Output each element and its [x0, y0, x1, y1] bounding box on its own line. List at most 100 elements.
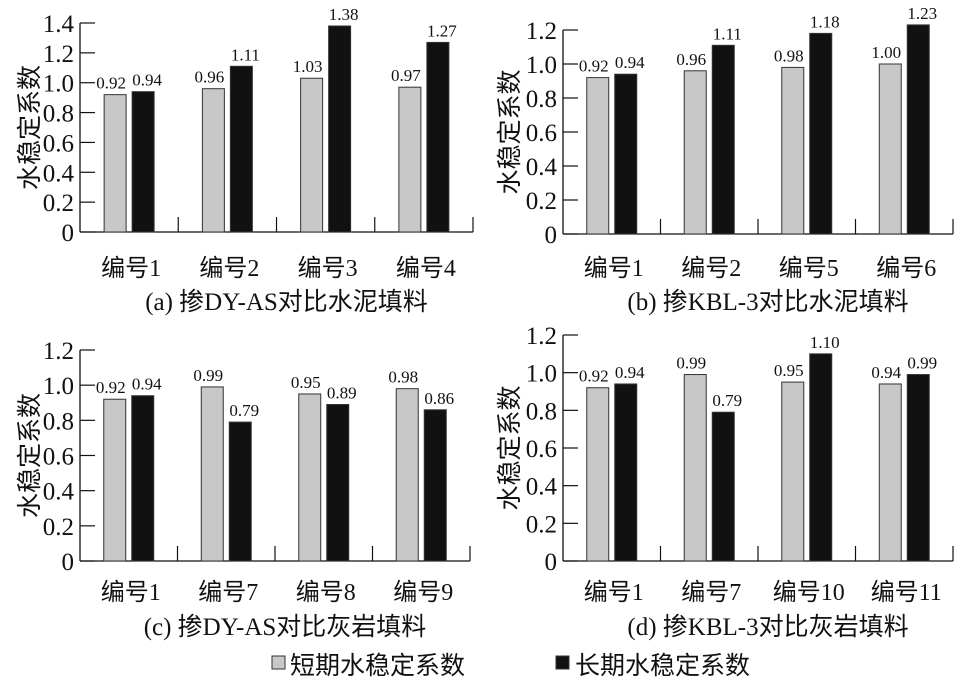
panel-caption: (c) 掺DY-AS对比灰岩填料: [144, 613, 427, 641]
data-label: 0.98: [388, 368, 418, 387]
data-label: 0.99: [676, 354, 706, 373]
bar-short-term: [586, 387, 610, 562]
bar-long-term: [423, 409, 447, 562]
y-tick-label: 0.6: [526, 436, 557, 463]
y-tick-label: 0.4: [526, 154, 558, 181]
x-category-label: 编号9: [393, 579, 453, 606]
panel-a: 0 0.2 0.4 0.60.8 1.0 1.2 1.4 编号1 0.92 0.94 编号2 0.96…: [16, 5, 474, 316]
x-category-label: 编号8: [296, 579, 356, 606]
y-tick-label: 0: [545, 549, 558, 576]
y-tick-label: 0: [62, 549, 75, 576]
data-label: 1.11: [231, 45, 260, 64]
bar-long-term: [131, 395, 155, 562]
data-label: 0.96: [195, 68, 225, 87]
data-label: 1.00: [871, 43, 901, 62]
data-label: 0.94: [615, 53, 645, 72]
data-label: 0.92: [96, 74, 126, 93]
y-tick-label: 0.8: [526, 86, 557, 113]
panel-caption: (d) 掺KBL-3对比灰岩填料: [627, 613, 908, 641]
data-label: 0.94: [132, 71, 162, 90]
panel-c: 0 0.2 0.4 0.6 0.8 1.0 1.2 编号1 0.92 0.94 编号7 0.99 0.7…: [16, 338, 471, 641]
y-axis-label: 水稳定系数: [16, 393, 44, 518]
y-tick-label: 0.4: [43, 160, 75, 187]
bar-short-term: [781, 381, 805, 562]
bar-long-term: [711, 44, 735, 235]
y-tick-label: 0.8: [43, 408, 74, 435]
panel-d: 0 0.2 0.4 0.6 0.8 1.0 1.2 编号1 0.92 0.94 编号7 0.99 0.7…: [496, 323, 954, 641]
data-label: 0.99: [907, 354, 937, 373]
y-tick-label: 1.2: [526, 323, 557, 350]
x-category-label: 编号11: [871, 579, 942, 606]
y-tick-label: 0.2: [526, 188, 557, 215]
data-label: 0.86: [424, 389, 454, 408]
bar-long-term: [711, 411, 735, 562]
data-label: 0.92: [579, 57, 609, 76]
y-tick-label: 0.6: [526, 120, 557, 147]
y-tick-label: 0: [62, 220, 75, 247]
x-category-label: 编号1: [584, 579, 644, 606]
x-category-label: 编号1: [584, 255, 644, 282]
data-label: 1.03: [293, 57, 323, 76]
legend-label-short-term: 短期水稳定系数: [290, 652, 465, 680]
y-tick-label: 1.0: [43, 71, 74, 98]
y-tick-label: 0.4: [43, 479, 75, 506]
x-category-label: 编号1: [101, 579, 161, 606]
bar-long-term: [326, 404, 350, 562]
data-label: 0.99: [193, 366, 223, 385]
bar-long-term: [809, 353, 833, 562]
y-tick-label: 0.2: [43, 514, 74, 541]
panel-caption: (b) 掺KBL-3对比水泥填料: [627, 288, 908, 316]
y-tick-label: 1.4: [43, 11, 75, 38]
bar-short-term: [398, 86, 422, 233]
data-label: 0.92: [96, 378, 126, 397]
data-label: 0.95: [291, 373, 321, 392]
bar-short-term: [586, 77, 610, 235]
data-label: 1.23: [907, 4, 937, 23]
bar-long-term: [229, 65, 253, 233]
data-label: 0.94: [132, 375, 162, 394]
y-tick-label: 1.2: [526, 18, 557, 45]
legend: 短期水稳定系数 长期水稳定系数: [271, 652, 750, 680]
data-label: 0.89: [327, 384, 357, 403]
data-label: 0.96: [676, 50, 706, 69]
bar-short-term: [878, 63, 902, 235]
data-label: 0.94: [871, 363, 901, 382]
data-label: 0.94: [615, 363, 645, 382]
bar-short-term: [103, 398, 127, 562]
y-tick-label: 1.2: [43, 338, 74, 365]
y-tick-label: 0.2: [43, 190, 74, 217]
y-axis-label: 水稳定系数: [496, 69, 524, 194]
panel-caption: (a) 掺DY-AS对比水泥填料: [145, 288, 428, 316]
legend-label-long-term: 长期水稳定系数: [575, 652, 750, 680]
bar-short-term: [298, 393, 322, 562]
y-tick-label: 1.0: [526, 52, 557, 79]
x-category-label: 编号10: [773, 579, 845, 606]
y-tick-label: 0.6: [43, 130, 74, 157]
bar-long-term: [614, 383, 638, 562]
x-category-label: 编号3: [298, 255, 358, 282]
y-tick-label: 0.8: [43, 101, 74, 128]
y-axis-label: 水稳定系数: [16, 65, 44, 190]
bar-long-term: [614, 73, 638, 235]
bar-long-term: [228, 421, 252, 562]
legend-swatch-long-term: [555, 655, 570, 670]
x-category-label: 编号5: [779, 255, 839, 282]
y-tick-label: 1.2: [43, 41, 74, 68]
bar-long-term: [906, 24, 930, 235]
data-label: 0.79: [712, 391, 742, 410]
panel-b: 0 0.2 0.4 0.6 0.8 1.0 1.2 编号1 0.92 0.94 编号2 0.96 1.1…: [496, 4, 954, 316]
bar-short-term: [103, 94, 127, 233]
bar-long-term: [809, 32, 833, 235]
y-tick-label: 1.0: [526, 361, 557, 388]
x-category-label: 编号7: [681, 579, 741, 606]
data-label: 1.38: [329, 5, 359, 24]
data-label: 0.92: [579, 367, 609, 386]
bar-short-term: [200, 386, 224, 562]
data-label: 0.95: [774, 361, 804, 380]
data-label: 0.97: [391, 66, 421, 85]
bar-short-term: [300, 77, 324, 233]
y-tick-label: 0.2: [526, 511, 557, 538]
y-tick-label: 0.4: [526, 474, 558, 501]
data-label: 1.11: [713, 24, 742, 43]
